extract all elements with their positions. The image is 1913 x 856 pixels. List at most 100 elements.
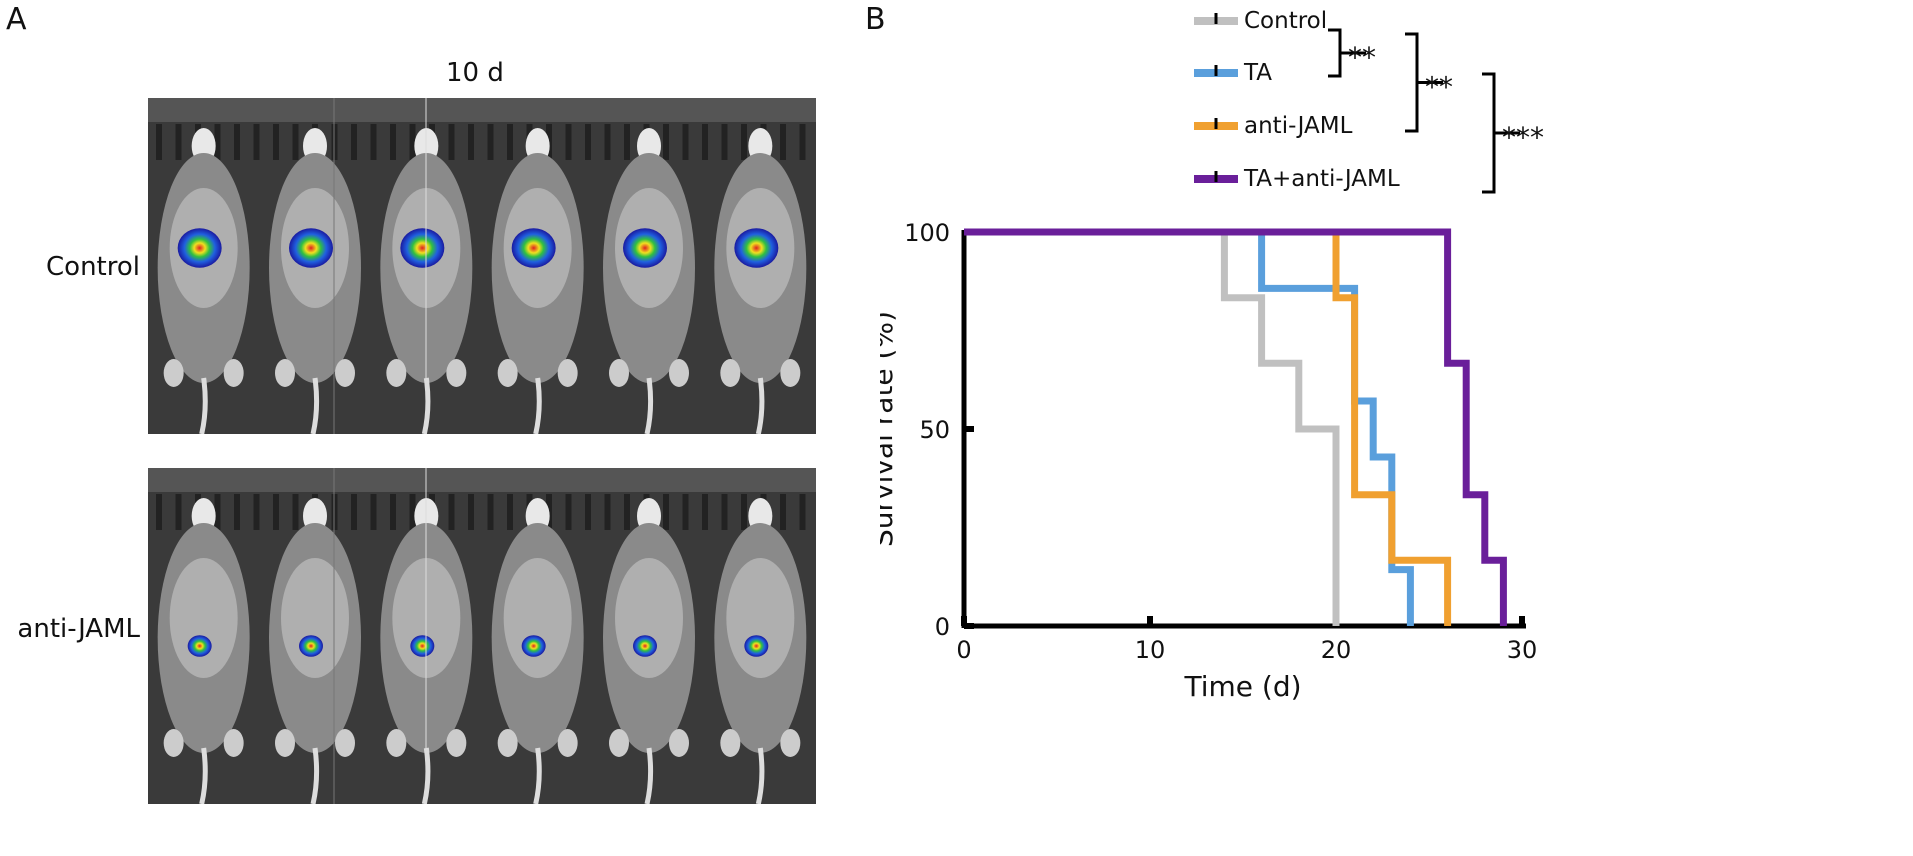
panel-letter-a: A <box>6 2 27 37</box>
sig-control-vs-combo-label: *** <box>1502 121 1544 154</box>
cage-bar <box>565 124 572 160</box>
mouse-imaging-photo-control <box>148 98 816 434</box>
bioluminescence-signal <box>299 635 323 657</box>
cage-bar <box>175 494 182 530</box>
cage-bar <box>448 494 455 530</box>
panel-letter-b: B <box>865 2 886 37</box>
mouse-leg <box>163 729 184 757</box>
mouse-leg <box>223 729 244 757</box>
cage-bar <box>780 494 786 530</box>
mouse-belly <box>281 558 349 678</box>
mouse-leg <box>609 729 629 757</box>
cage-bar <box>448 124 455 160</box>
mouse-belly <box>726 558 795 678</box>
chart-axes: 0 10 20 30 0 50 100 Time (d) Survival rate (%) <box>880 219 1537 703</box>
mouse-leg <box>275 359 295 387</box>
cage-bar <box>741 124 747 160</box>
row-label-control: Control <box>46 252 140 282</box>
cage-bar <box>507 124 513 160</box>
mouse-tail <box>421 747 431 804</box>
cage-bar <box>156 494 162 530</box>
mouse-tail <box>199 747 208 804</box>
cage-bar <box>604 124 611 160</box>
cage-bar <box>799 494 806 530</box>
bioluminescence-image-control <box>148 98 816 434</box>
mouse-tail <box>199 377 208 434</box>
cage-bar <box>253 494 260 530</box>
cage-bar <box>409 494 416 530</box>
mouse-leg <box>669 359 689 387</box>
mouse-leg <box>497 729 518 757</box>
cage-bar <box>741 494 747 530</box>
mouse-belly <box>503 558 572 678</box>
y-tick-label: 0 <box>935 613 950 641</box>
bioluminescence-signal <box>521 635 546 657</box>
bioluminescence-signal <box>623 228 667 268</box>
cage-bar <box>253 124 260 160</box>
cage-bar <box>468 124 474 160</box>
cage-bar <box>721 494 728 530</box>
cage-bar <box>156 124 162 160</box>
cage-bar <box>351 124 357 160</box>
cage-bar <box>273 124 279 160</box>
mouse-leg <box>446 359 467 387</box>
sig-control-vs-anti-jaml-bracket <box>1405 32 1419 133</box>
mouse-tail <box>533 377 542 434</box>
cage-bar <box>370 494 377 530</box>
survival-chart: 0 10 20 30 0 50 100 Time (d) Survival rate (%) C… <box>880 8 1544 703</box>
mouse-leg <box>275 729 295 757</box>
cage-bar <box>585 494 591 530</box>
cage-bar <box>702 124 708 160</box>
chart-series-layer <box>964 228 1507 626</box>
mouse-leg <box>557 359 578 387</box>
mouse-tail <box>644 377 654 434</box>
cage-bar <box>351 494 357 530</box>
cage-bar <box>604 494 611 530</box>
series-line-control <box>964 228 1340 626</box>
series-line-ta <box>964 228 1414 626</box>
cage-bar <box>214 124 221 160</box>
legend-label: TA <box>1243 60 1272 86</box>
y-tick-label: 50 <box>919 416 950 444</box>
cage-bar <box>721 124 728 160</box>
cage-bar <box>585 124 591 160</box>
x-tick-label: 30 <box>1507 636 1538 664</box>
x-axis-title: Time (d) <box>1183 670 1301 703</box>
mouse-leg <box>223 359 244 387</box>
cage-bar <box>702 494 708 530</box>
sig-control-vs-anti-jaml-label: ** <box>1425 71 1453 104</box>
x-tick-label: 10 <box>1135 636 1166 664</box>
bioluminescence-signal <box>633 635 657 657</box>
mouse-tail <box>533 747 542 804</box>
mouse-belly <box>615 558 683 678</box>
cage-bar <box>175 124 182 160</box>
bioluminescence-signal <box>744 635 769 657</box>
cage-bar <box>624 124 630 160</box>
series-line-ta-anti-jaml <box>964 228 1507 626</box>
imaging-timepoint-title: 10 d <box>446 58 504 88</box>
cage-bar <box>234 494 240 530</box>
y-tick-label: 100 <box>904 219 950 247</box>
mouse-leg <box>163 359 184 387</box>
mouse-leg <box>386 729 407 757</box>
chart-legend: Control TA anti-JAML TA+anti-JAML <box>1194 8 1400 192</box>
cage-bar <box>292 494 299 530</box>
mouse-tail <box>755 377 765 434</box>
legend-label: TA+anti-JAML <box>1243 166 1400 192</box>
cage-bar <box>409 124 416 160</box>
cage-bar <box>234 124 240 160</box>
mouse-leg <box>780 359 801 387</box>
bioluminescence-signal <box>734 228 779 268</box>
cage-bar <box>390 494 396 530</box>
mouse-leg <box>335 729 355 757</box>
sig-control-vs-combo-bracket <box>1482 72 1496 194</box>
series-line-anti-jaml <box>964 228 1452 626</box>
sig-control-vs-ta-bracket <box>1328 28 1342 78</box>
bioluminescence-signal <box>177 228 222 268</box>
mouse-leg <box>720 359 741 387</box>
cage-bar <box>682 124 689 160</box>
bioluminescence-signal <box>400 228 445 268</box>
imaging-top-bar <box>148 468 816 492</box>
mouse-leg <box>497 359 518 387</box>
cage-bar <box>682 494 689 530</box>
